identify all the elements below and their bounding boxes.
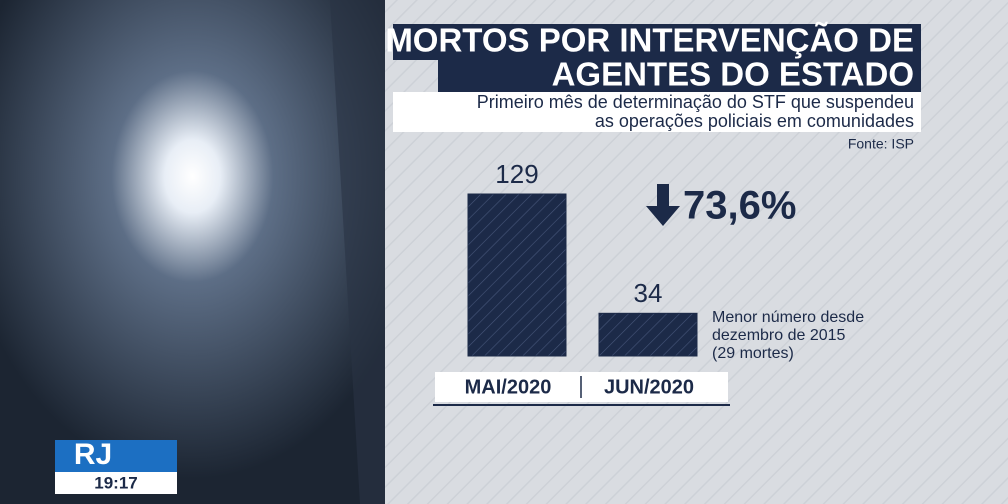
chart-title: AGENTES DO ESTADO [552, 56, 914, 93]
title-box [393, 24, 921, 60]
bar [467, 193, 567, 357]
value-label: 129 [495, 159, 538, 189]
photo-edge [330, 0, 385, 504]
photo [0, 0, 385, 504]
subtitle: as operações policiais em comunidades [595, 111, 914, 131]
x-tick-label: JUN/2020 [604, 376, 694, 398]
logo: RJ [74, 438, 112, 471]
subtitle: Primeiro mês de determinação do STF que … [477, 92, 914, 112]
subtitle-box [393, 92, 921, 132]
note: Menor número desde [712, 309, 864, 326]
down-arrow [646, 184, 680, 226]
change-label: 73,6% [683, 184, 796, 228]
chart-title: MORTOS POR INTERVENÇÃO DE [385, 22, 914, 59]
note: dezembro de 2015 [712, 327, 846, 344]
title-box [438, 58, 921, 94]
x-tick-label: MAI/2020 [465, 376, 552, 398]
source: Fonte: ISP [848, 136, 914, 152]
clock-box [55, 472, 177, 494]
note: (29 mortes) [712, 345, 794, 362]
clock: 19:17 [94, 473, 137, 492]
value-label: 34 [634, 278, 663, 308]
bar [598, 312, 698, 357]
